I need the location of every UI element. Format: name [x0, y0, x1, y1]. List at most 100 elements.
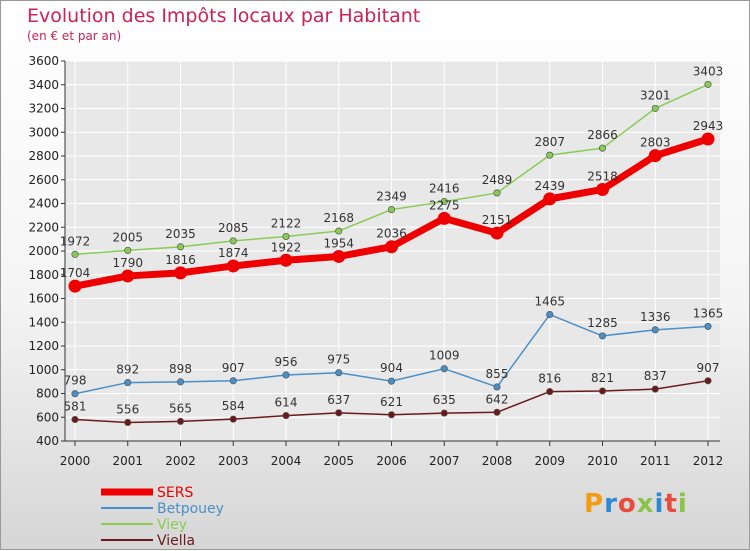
data-point-sers	[332, 249, 346, 263]
data-label-sers: 1874	[218, 246, 249, 260]
data-label-sers: 2036	[376, 227, 407, 241]
data-label-viella: 821	[591, 371, 614, 385]
data-point-viey	[546, 151, 554, 159]
data-point-viey	[440, 198, 448, 206]
y-tick-label: 1400	[28, 315, 59, 329]
data-label-betpouey: 1285	[587, 316, 618, 330]
data-label-viella: 637	[327, 393, 350, 407]
data-point-viey	[71, 250, 79, 258]
data-label-viey: 2005	[112, 230, 143, 244]
data-label-betpouey: 956	[275, 355, 298, 369]
data-point-sers	[385, 240, 398, 254]
data-point-viella	[440, 409, 448, 417]
data-label-betpouey: 798	[64, 374, 87, 388]
y-tick-label: 1600	[28, 292, 59, 306]
data-label-betpouey: 907	[222, 361, 245, 375]
data-label-viella: 581	[64, 400, 87, 414]
data-label-viey: 2866	[587, 128, 618, 142]
data-point-sers	[279, 253, 293, 267]
data-point-viella	[493, 408, 501, 416]
data-point-betpouey	[440, 365, 448, 373]
data-label-sers: 1922	[271, 240, 302, 254]
data-label-betpouey: 855	[486, 367, 509, 381]
x-tick-label: 2000	[60, 454, 91, 468]
data-label-viey: 2122	[271, 217, 302, 231]
data-point-viella	[651, 385, 659, 393]
legend-label-betpouey: Betpouey	[157, 501, 224, 517]
data-label-viella: 565	[169, 401, 192, 415]
data-label-viella: 837	[644, 369, 667, 383]
x-tick-label: 2006	[376, 454, 407, 468]
data-point-sers	[701, 132, 715, 146]
data-point-betpouey	[598, 332, 607, 340]
legend-label-viey: Viey	[157, 517, 187, 533]
y-tick-label: 400	[36, 434, 59, 448]
data-point-viey	[493, 189, 501, 197]
logo-letter: P	[584, 489, 605, 519]
data-point-viey	[229, 237, 237, 245]
data-point-viey	[598, 144, 607, 152]
logo-letter: o	[617, 489, 637, 519]
data-point-betpouey	[493, 383, 501, 391]
data-point-viella	[71, 415, 79, 424]
x-tick-label: 2010	[587, 454, 618, 468]
data-point-viey	[387, 206, 396, 214]
proxiti-logo: Proxiti	[584, 489, 688, 519]
y-tick-label: 2200	[28, 220, 59, 234]
y-tick-label: 1200	[28, 339, 59, 353]
data-label-betpouey: 892	[116, 363, 139, 377]
chart-title: Evolution des Impôts locaux par Habitant	[27, 5, 421, 27]
y-tick-label: 3200	[28, 102, 59, 116]
logo-letter: i	[654, 489, 665, 519]
data-point-betpouey	[71, 390, 79, 398]
data-label-betpouey: 1465	[534, 295, 565, 309]
y-tick-label: 3400	[28, 78, 59, 92]
y-tick-label: 1800	[28, 268, 59, 282]
data-label-betpouey: 898	[169, 362, 192, 376]
data-label-sers: 1790	[112, 256, 143, 270]
x-tick-label: 2001	[112, 454, 143, 468]
x-tick-label: 2002	[165, 454, 196, 468]
data-label-viella: 614	[275, 396, 298, 410]
data-label-sers: 2943	[693, 119, 724, 133]
data-point-viella	[124, 418, 132, 427]
y-tick-label: 2800	[28, 149, 59, 163]
data-label-viey: 2168	[323, 211, 354, 225]
data-label-sers: 2518	[587, 169, 618, 183]
y-tick-label: 3600	[28, 54, 59, 68]
y-tick-label: 2600	[28, 173, 59, 187]
data-label-viey: 2035	[165, 227, 196, 241]
x-tick-label: 2004	[271, 454, 302, 468]
data-point-sers	[490, 226, 504, 240]
data-label-viey: 3403	[693, 64, 724, 78]
data-label-betpouey: 975	[327, 353, 350, 367]
legend-label-viella: Viella	[157, 533, 195, 549]
data-point-viella	[387, 411, 396, 419]
y-tick-label: 2400	[28, 197, 59, 211]
data-point-betpouey	[335, 369, 343, 377]
chart-subtitle: (en € et par an)	[27, 29, 122, 43]
data-point-viey	[335, 227, 343, 235]
x-tick-label: 2009	[534, 454, 565, 468]
data-point-viella	[546, 388, 554, 396]
data-label-viey: 3201	[640, 88, 671, 102]
data-point-viella	[282, 412, 290, 420]
data-label-sers: 2275	[429, 198, 460, 212]
logo-letter: t	[664, 489, 678, 519]
logo-letter: r	[604, 489, 618, 519]
data-label-viella: 642	[486, 392, 509, 406]
data-label-viey: 1972	[60, 234, 91, 248]
x-tick-label: 2005	[323, 454, 354, 468]
data-point-betpouey	[704, 322, 712, 330]
data-label-sers: 2151	[482, 213, 513, 227]
x-tick-label: 2003	[218, 454, 249, 468]
data-label-viella: 621	[380, 395, 403, 409]
x-tick-label: 2011	[640, 454, 671, 468]
x-tick-label: 2007	[429, 454, 460, 468]
data-point-viella	[335, 409, 343, 417]
data-label-sers: 2803	[640, 136, 671, 150]
data-point-viey	[124, 246, 132, 254]
data-label-viey: 2085	[218, 221, 249, 235]
data-point-betpouey	[124, 379, 132, 387]
